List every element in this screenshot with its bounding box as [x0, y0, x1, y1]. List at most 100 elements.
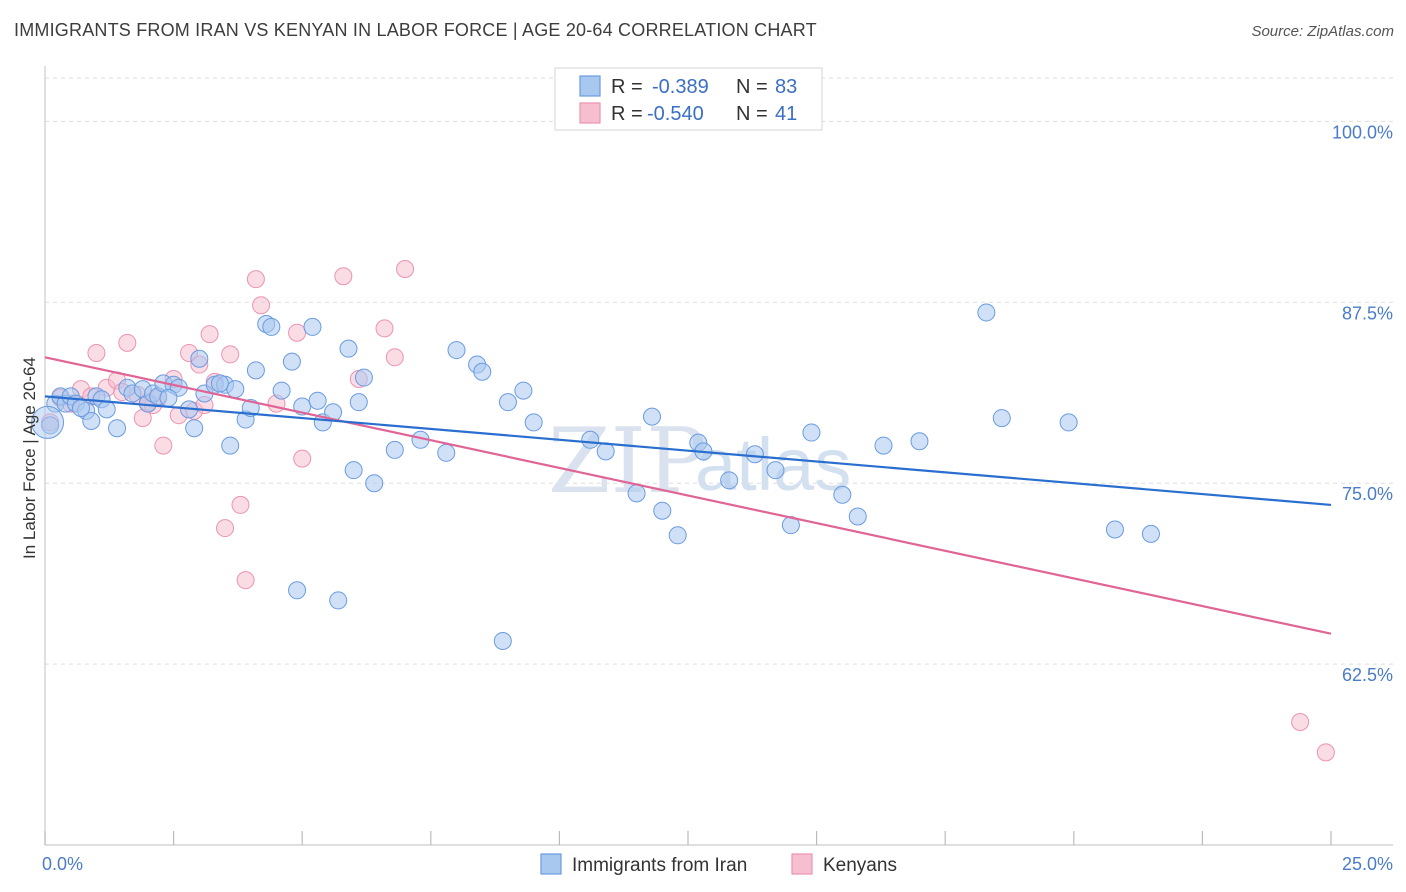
kenyans-point	[200, 325, 219, 344]
iran-point	[282, 352, 301, 371]
iran-point	[288, 581, 307, 600]
bottom-legend-swatch-iran	[540, 853, 562, 875]
legend: R = -0.389 N = 83 R = -0.540 N = 41	[554, 67, 823, 131]
iran-point	[874, 436, 893, 455]
kenyans-point	[334, 267, 353, 286]
axes	[44, 66, 1393, 846]
iran-point	[581, 430, 600, 449]
trend-lines	[44, 356, 1332, 635]
iran-point	[848, 507, 867, 526]
kenyans-point	[288, 323, 307, 342]
iran-point	[992, 409, 1011, 428]
chart-title: IMMIGRANTS FROM IRAN VS KENYAN IN LABOR …	[14, 20, 817, 40]
legend-n-value-iran: 83	[775, 76, 797, 98]
bottom-legend-label-kenya: Kenyans	[823, 855, 897, 876]
kenyans-point	[385, 348, 404, 367]
iran-point	[498, 393, 517, 412]
y-axis-label: In Labor Force | Age 20-64	[20, 357, 39, 559]
iran-point	[303, 317, 322, 336]
iran-point	[226, 380, 245, 399]
kenyans-point	[252, 296, 271, 315]
iran-point	[221, 436, 240, 455]
bottom-legend: Immigrants from Iran Kenyans	[540, 853, 897, 876]
legend-swatch-kenya	[579, 102, 601, 124]
iran-point	[72, 398, 91, 417]
legend-n-value-kenya: 41	[775, 103, 797, 125]
iran-point	[910, 432, 929, 451]
iran-point	[473, 362, 492, 381]
iran-point	[766, 461, 785, 480]
iran-point	[246, 361, 265, 380]
y-tick-label: 87.5%	[1342, 303, 1393, 323]
iran-point	[185, 419, 204, 438]
iran-point	[596, 442, 615, 461]
kenyans-point	[216, 519, 235, 538]
iran-point	[385, 440, 404, 459]
iran-point	[437, 443, 456, 462]
y-tick-label: 100.0%	[1332, 122, 1393, 142]
iran-point	[241, 398, 260, 417]
kenyans-trend-line	[44, 356, 1332, 635]
iran-point	[159, 388, 178, 407]
kenyans-point	[221, 345, 240, 364]
tick-labels: 62.5% 75.0% 87.5% 100.0% 0.0% 25.0%	[42, 122, 1393, 874]
iran-point	[1141, 524, 1160, 543]
iran-point	[720, 471, 739, 490]
kenyans-point	[1291, 712, 1310, 731]
watermark-zip: ZIP	[548, 409, 707, 514]
iran-point	[668, 526, 687, 545]
iran-point	[329, 591, 348, 610]
kenyans-point	[154, 436, 173, 455]
iran-point	[262, 317, 281, 336]
source-label: Source: ZipAtlas.com	[1251, 23, 1394, 40]
iran-point	[365, 474, 384, 493]
legend-swatch-iran	[579, 75, 601, 97]
kenyans-point	[118, 333, 137, 352]
iran-trend-line	[44, 395, 1332, 507]
legend-r-value-kenya: -0.540	[647, 103, 704, 125]
kenyans-point	[396, 260, 415, 279]
x-tick-label: 0.0%	[42, 854, 83, 874]
iran-point	[31, 405, 65, 439]
iran-point	[977, 303, 996, 322]
iran-point	[493, 631, 512, 650]
kenyans-point	[87, 343, 106, 362]
kenyans-point	[293, 449, 312, 468]
y-tick-label: 62.5%	[1342, 665, 1393, 685]
iran-point	[447, 341, 466, 360]
iran-point	[1105, 520, 1124, 539]
iran-point	[272, 381, 291, 400]
iran-point	[108, 419, 127, 438]
legend-n-label-kenya: N =	[736, 103, 768, 125]
kenyans-point	[236, 571, 255, 590]
bottom-legend-swatch-kenya	[791, 853, 813, 875]
iran-point	[349, 393, 368, 412]
iran-point	[339, 339, 358, 358]
iran-point	[308, 391, 327, 410]
kenyans-point	[1316, 743, 1335, 762]
legend-r-value-iran: -0.389	[652, 76, 709, 98]
kenyans-point	[246, 270, 265, 289]
iran-point	[802, 423, 821, 442]
iran-point	[210, 374, 229, 393]
iran-point	[514, 381, 533, 400]
bottom-legend-label-iran: Immigrants from Iran	[572, 855, 747, 876]
y-tick-label: 75.0%	[1342, 484, 1393, 504]
legend-r-label-kenya: R =	[611, 103, 643, 125]
iran-point	[627, 484, 646, 503]
iran-point	[642, 407, 661, 426]
kenyans-point	[231, 495, 250, 514]
iran-point	[82, 411, 101, 430]
kenyans-point	[375, 319, 394, 338]
x-tick-label: 25.0%	[1342, 854, 1393, 874]
legend-n-label-iran: N =	[736, 76, 768, 98]
iran-point	[97, 400, 116, 419]
iran-point	[653, 501, 672, 520]
iran-point	[354, 368, 373, 387]
iran-point	[1059, 413, 1078, 432]
iran-point	[344, 461, 363, 480]
iran-point	[524, 413, 543, 432]
iran-point	[833, 485, 852, 504]
iran-point	[745, 445, 764, 464]
